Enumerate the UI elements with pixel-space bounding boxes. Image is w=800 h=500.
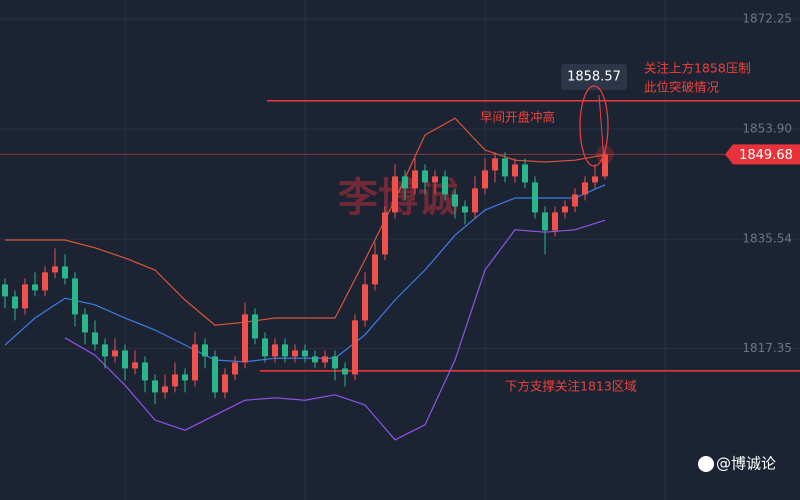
vertical-grid bbox=[124, 0, 666, 500]
annotation: 下方支撑关注1813区域 bbox=[505, 379, 637, 394]
candle-body bbox=[202, 344, 208, 357]
candle-body bbox=[572, 194, 578, 207]
candle-body bbox=[172, 374, 178, 387]
candle-body bbox=[532, 182, 538, 213]
candle-body bbox=[512, 164, 518, 177]
candle-body bbox=[242, 314, 248, 363]
candle-body bbox=[402, 176, 408, 189]
highlight-ellipse bbox=[579, 85, 609, 167]
candle-body bbox=[132, 362, 138, 369]
candle-body bbox=[592, 176, 598, 183]
popup-box bbox=[561, 64, 627, 90]
candle-body bbox=[92, 332, 98, 345]
candle-body bbox=[462, 206, 468, 213]
candle-body bbox=[212, 356, 218, 393]
candle-body bbox=[372, 254, 378, 285]
candle-body bbox=[182, 374, 188, 381]
candle-body bbox=[522, 164, 528, 183]
popup-label: 1858.57 bbox=[567, 70, 621, 85]
logo-icon bbox=[698, 456, 714, 472]
candle-body bbox=[352, 320, 358, 375]
y-tick-label: 1853.90 bbox=[742, 122, 792, 136]
candle-body bbox=[392, 176, 398, 213]
candle-body bbox=[292, 350, 298, 357]
annotation: 此位突破情况 bbox=[644, 80, 720, 95]
candle-body bbox=[432, 176, 438, 183]
candle-body bbox=[382, 212, 388, 255]
candle-body bbox=[122, 350, 128, 369]
candle-body bbox=[222, 374, 228, 393]
candle-body bbox=[62, 266, 68, 279]
candle-body bbox=[262, 338, 268, 357]
candle-body bbox=[482, 170, 488, 189]
candle-body bbox=[32, 284, 38, 291]
candle-body bbox=[542, 212, 548, 231]
y-tick-label: 1872.25 bbox=[742, 11, 792, 25]
annotation: 早间开盘冲高 bbox=[480, 110, 555, 125]
candle-body bbox=[442, 176, 448, 195]
candle-body bbox=[152, 380, 158, 393]
candle-body bbox=[582, 182, 588, 195]
candle-body bbox=[42, 272, 48, 291]
glow bbox=[596, 145, 614, 164]
candle-body bbox=[422, 170, 428, 183]
candle-body bbox=[362, 284, 368, 321]
candle-body bbox=[232, 362, 238, 375]
candle-body bbox=[12, 296, 18, 309]
candle-body bbox=[192, 344, 198, 381]
y-tick-label: 1817.35 bbox=[742, 341, 792, 355]
price-tag-label: 1849.68 bbox=[739, 148, 793, 163]
price-tag bbox=[725, 144, 800, 165]
candle-body bbox=[252, 314, 258, 339]
candle-body bbox=[102, 344, 108, 357]
candle-body bbox=[162, 386, 168, 393]
candle-body bbox=[602, 154, 608, 177]
candle-body bbox=[312, 356, 318, 363]
candle-body bbox=[492, 158, 498, 171]
candle-body bbox=[272, 344, 278, 357]
candle-body bbox=[52, 266, 58, 273]
candle-body bbox=[502, 158, 508, 177]
logo: @博诚论 bbox=[716, 455, 776, 473]
annotation: 关注上方1858压制 bbox=[644, 61, 751, 76]
candle-body bbox=[332, 356, 338, 369]
candle-body bbox=[412, 170, 418, 189]
y-tick-label: 1835.54 bbox=[742, 232, 792, 246]
band-line bbox=[64, 219, 606, 441]
candle-body bbox=[112, 350, 118, 357]
candle-body bbox=[72, 278, 78, 315]
candle-body bbox=[282, 344, 288, 357]
candle-body bbox=[562, 206, 568, 213]
candle-body bbox=[472, 188, 478, 213]
arrow bbox=[598, 94, 605, 161]
candle-body bbox=[552, 212, 558, 231]
candle-body bbox=[142, 362, 148, 381]
candle-body bbox=[322, 356, 328, 363]
candle-body bbox=[2, 284, 8, 297]
candle-body bbox=[452, 194, 458, 207]
candle-body bbox=[342, 368, 348, 375]
candle-body bbox=[22, 284, 28, 309]
candle-body bbox=[82, 314, 88, 333]
candle-body bbox=[302, 350, 308, 357]
